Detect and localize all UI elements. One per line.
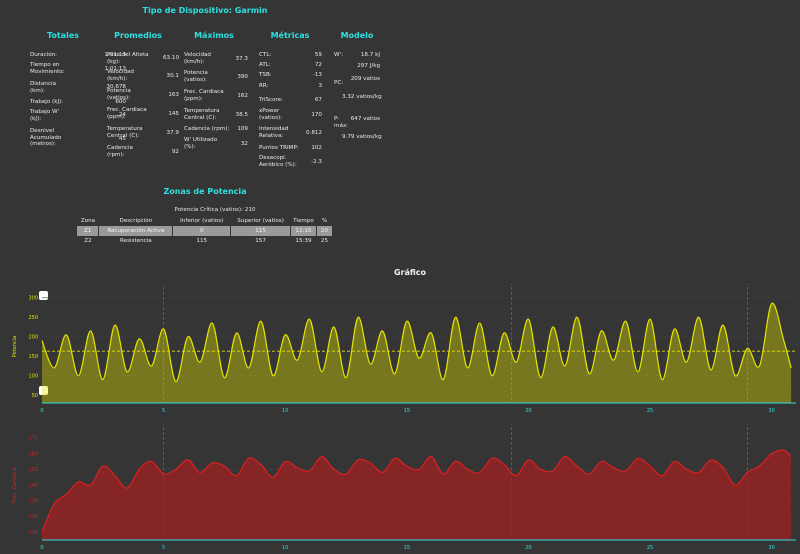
table-row[interactable]: Z2 Resistencia 115 157 15:39 25: [84, 238, 329, 244]
y-tick-label: 130: [28, 499, 38, 505]
table-row[interactable]: Z1 Recuperación Activa 0 115 12:15 20: [77, 226, 333, 236]
x-tick-label: 5: [162, 408, 165, 414]
metrics-heading: Métricas: [270, 31, 310, 40]
x-tick-label: 5: [162, 545, 165, 551]
averages-heading: Promedios: [114, 31, 162, 40]
graph-title: Gráfico: [393, 268, 427, 277]
chart-bottom-handle-checkbox[interactable]: [39, 386, 48, 395]
x-tick-label: 10: [282, 545, 288, 551]
table-header-row: Zona Descripción Inferior (vatios) Super…: [77, 216, 333, 226]
x-tick-label: 25: [647, 545, 653, 551]
y-tick-label: 120: [28, 514, 38, 520]
series-line: [41, 302, 792, 383]
col-lower: Inferior (vatios): [180, 218, 224, 224]
series-area: [42, 303, 792, 403]
y-tick-label: 150: [28, 467, 38, 473]
y-tick-label: 250: [28, 315, 38, 321]
col-time: Tiempo: [293, 218, 314, 224]
col-percent: %: [321, 218, 328, 224]
x-tick-label: 20: [525, 545, 531, 551]
x-tick-label: 20: [525, 408, 531, 414]
x-tick-label: 0: [40, 545, 43, 551]
y-tick-label: 150: [28, 354, 38, 360]
power-zones-title: Zonas de Potencia: [163, 187, 247, 196]
power-zones-table: Zona Descripción Inferior (vatios) Super…: [77, 216, 333, 244]
power-chart[interactable]: 50 100 150 200 250 300 0 5 10 15 20 25 30 Potencia: [0, 284, 800, 420]
y-axis-label: Potencia: [12, 336, 18, 357]
series-area: [42, 450, 792, 540]
y-tick-label: 140: [28, 483, 38, 489]
critical-power-line: Potencia Crítica (vatios): 210: [174, 207, 256, 213]
col-description: Descripción: [119, 218, 153, 224]
totals-heading: Totales: [46, 31, 80, 40]
y-tick-label: 200: [28, 335, 38, 341]
maximums-heading: Máximos: [194, 31, 234, 40]
device-type-title: Tipo de Dispositivo: Garmin: [142, 6, 268, 15]
col-upper: Superior (vatios): [237, 218, 284, 224]
y-tick-label: 110: [28, 530, 38, 536]
x-tick-label: 25: [647, 408, 653, 414]
x-tick-label: 30: [768, 545, 774, 551]
y-axis-label: Frec. Cardiaca: [12, 467, 18, 502]
x-tick-label: 10: [282, 408, 288, 414]
y-tick-label: 100: [28, 374, 38, 380]
y-tick-label: 300: [28, 296, 38, 302]
power-zones-table-viewport[interactable]: Zona Descripción Inferior (vatios) Super…: [77, 216, 333, 244]
y-tick-label: 160: [28, 451, 38, 457]
x-tick-label: 15: [404, 408, 410, 414]
x-tick-label: 0: [40, 408, 43, 414]
heart-rate-chart[interactable]: 110 120 130 140 150 160 170 0 5 10 15 20 25 30 Frec. C…: [0, 424, 800, 554]
series-line: [41, 449, 792, 533]
model-heading: Modelo: [340, 31, 374, 40]
y-tick-label: 170: [28, 436, 38, 442]
x-tick-label: 15: [404, 545, 410, 551]
col-zone: Zona: [80, 218, 96, 224]
y-tick-label: 50: [32, 393, 38, 399]
chart-top-handle-checkbox[interactable]: [39, 291, 48, 300]
x-tick-label: 30: [768, 408, 774, 414]
